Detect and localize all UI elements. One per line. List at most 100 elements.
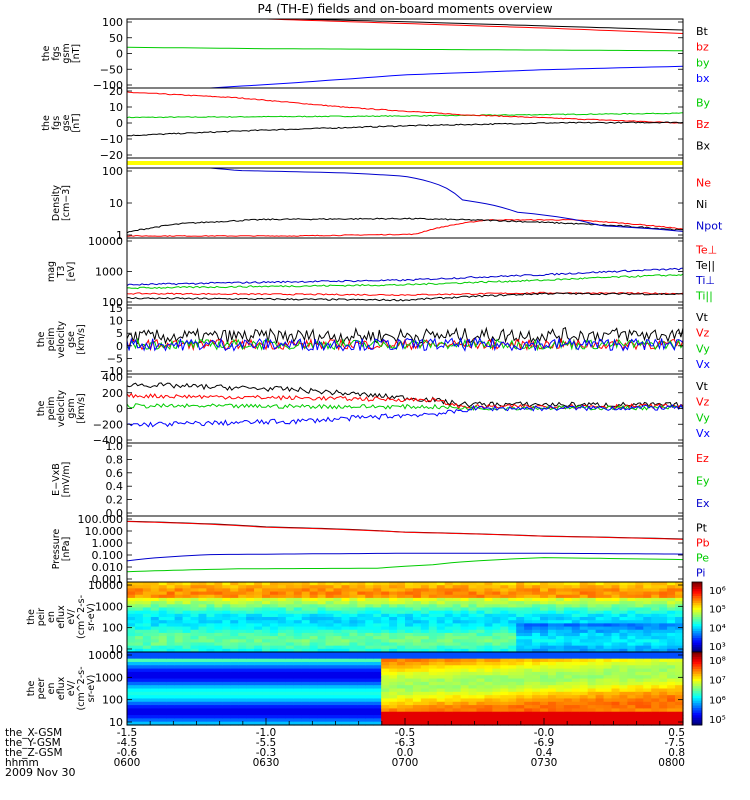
- legend-label-By: By: [696, 97, 711, 110]
- heatmap-cell: [492, 639, 501, 644]
- heatmap-cell: [532, 681, 541, 686]
- heatmap-cell: [627, 671, 636, 676]
- heatmap-cell: [182, 661, 192, 666]
- heatmap-cell: [595, 617, 605, 621]
- heatmap-cell: [627, 711, 636, 716]
- heatmap-cell: [516, 718, 525, 723]
- heatmap-cell: [619, 645, 628, 650]
- heatmap-cell: [555, 607, 565, 612]
- heatmap-cell: [214, 655, 223, 660]
- heatmap-cell: [460, 639, 470, 644]
- heatmap-cell: [262, 582, 271, 586]
- heatmap-cell: [134, 645, 144, 650]
- heatmap-cell: [508, 601, 517, 605]
- heatmap-cell: [412, 658, 422, 663]
- heatmap-cell: [635, 691, 644, 696]
- heatmap-cell: [651, 620, 660, 624]
- heatmap-cell: [619, 665, 628, 670]
- heatmap-cell: [254, 708, 263, 713]
- heatmap-cell: [174, 721, 184, 726]
- heatmap-cell: [547, 661, 557, 666]
- heatmap-cell: [262, 711, 271, 716]
- heatmap-cell: [190, 695, 200, 700]
- heatmap-cell: [571, 613, 581, 618]
- heatmap-cell: [301, 675, 311, 680]
- heatmap-cell: [214, 671, 223, 676]
- heatmap-cell: [174, 645, 184, 650]
- heatmap-cell: [277, 632, 287, 637]
- heatmap-cell: [516, 685, 525, 690]
- heatmap-cell: [397, 597, 406, 602]
- heatmap-cell: [468, 655, 478, 660]
- heatmap-cell: [174, 675, 184, 680]
- heatmap-cell: [587, 642, 597, 647]
- heatmap-cell: [389, 718, 398, 723]
- heatmap-cell: [293, 655, 303, 660]
- heatmap-cell: [166, 708, 176, 713]
- x-row-label: hhmm: [5, 757, 39, 769]
- heatmap-cell: [182, 675, 192, 680]
- heatmap-cell: [532, 591, 541, 596]
- heatmap-cell: [277, 652, 287, 656]
- heatmap-cell: [357, 691, 366, 696]
- heatmap-cell: [635, 721, 644, 726]
- heatmap-cell: [341, 705, 350, 710]
- heatmap-cell: [428, 715, 438, 719]
- heatmap-cell: [516, 626, 525, 631]
- legend-label-Vy: Vy: [696, 342, 710, 355]
- heatmap-cell: [452, 715, 462, 719]
- heatmap-cell: [182, 711, 192, 716]
- heatmap-cell: [262, 594, 271, 599]
- heatmap-cell: [428, 588, 438, 593]
- heatmap-cell: [405, 632, 414, 637]
- heatmap-cell: [524, 685, 533, 690]
- y-tick-label: 50: [109, 32, 123, 45]
- y-tick-label: 10.000: [85, 525, 124, 538]
- heatmap-cell: [182, 601, 192, 605]
- heatmap-cell: [500, 582, 509, 586]
- heatmap-cell: [309, 685, 319, 690]
- heatmap-cell: [444, 718, 454, 723]
- heatmap-cell: [492, 645, 501, 650]
- heatmap-cell: [285, 698, 295, 703]
- heatmap-cell: [349, 688, 358, 693]
- y-tick-label: −10: [100, 133, 123, 146]
- heatmap-cell: [293, 636, 303, 640]
- heatmap-cell: [547, 588, 557, 593]
- heatmap-cell: [254, 588, 263, 593]
- heatmap-cell: [317, 617, 327, 621]
- heatmap-cell: [508, 658, 517, 663]
- heatmap-cell: [444, 610, 454, 615]
- heatmap-cell: [555, 678, 565, 683]
- heatmap-cell: [166, 688, 176, 693]
- heatmap-cell: [619, 715, 628, 719]
- heatmap-cell: [444, 652, 454, 656]
- heatmap-cell: [405, 691, 414, 696]
- heatmap-cell: [222, 617, 231, 621]
- legend-label-bz: bz: [696, 41, 709, 54]
- heatmap-cell: [619, 718, 628, 723]
- colorbar-step: [692, 688, 702, 692]
- heatmap-cell: [643, 698, 652, 703]
- heatmap-cell: [428, 632, 438, 637]
- heatmap-cell: [643, 718, 652, 723]
- heatmap-cell: [198, 632, 208, 637]
- heatmap-cell: [524, 620, 533, 624]
- heatmap-cell: [317, 668, 327, 673]
- heatmap-cell: [262, 661, 271, 666]
- y-tick-label: 10000: [88, 235, 123, 248]
- heatmap-cell: [595, 678, 605, 683]
- heatmap-cell: [571, 591, 581, 596]
- heatmap-cell: [150, 607, 160, 612]
- y-axis-label: [nT]: [71, 113, 82, 132]
- heatmap-cell: [563, 636, 573, 640]
- heatmap-cell: [452, 705, 462, 710]
- legend-label-Bz: Bz: [696, 118, 710, 131]
- heatmap-cell: [675, 623, 684, 628]
- heatmap-cell: [317, 718, 327, 723]
- heatmap-cell: [142, 613, 152, 618]
- heatmap-cell: [285, 685, 295, 690]
- heatmap-cell: [190, 582, 200, 586]
- heatmap-cell: [301, 655, 311, 660]
- heatmap-cell: [127, 685, 136, 690]
